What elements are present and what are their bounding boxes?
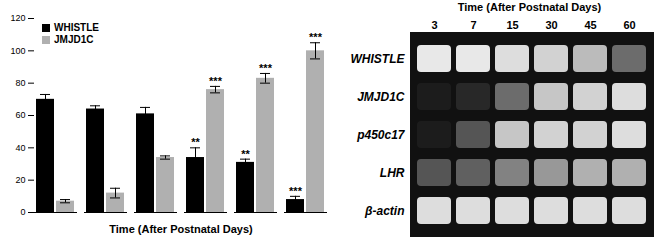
svg-text:120: 120 [10,13,25,23]
svg-text:β-actin: β-actin [364,204,404,218]
svg-text:7: 7 [470,19,476,31]
svg-text:100: 100 [10,46,25,56]
svg-text:**: ** [191,136,200,148]
svg-text:Time (After Postnatal Days): Time (After Postnatal Days) [109,223,253,235]
svg-text:30: 30 [545,19,557,31]
svg-text:***: *** [259,62,273,74]
html-text:Time (After Postnatal Days): Time (After Postnatal Days) [457,1,602,13]
html-text:JMJD1C: JMJD1C [54,34,94,45]
svg-text:20: 20 [15,175,25,185]
svg-text:3: 3 [431,19,437,31]
svg-text:**: ** [241,148,250,160]
svg-text:15: 15 [506,19,518,31]
svg-text:45: 45 [584,19,596,31]
svg-text:40: 40 [15,143,25,153]
svg-text:60: 60 [623,19,635,31]
svg-text:p450c17: p450c17 [356,128,406,142]
svg-text:WHISTLE: WHISTLE [351,52,406,66]
svg-text:60: 60 [15,110,25,120]
html-text:WHISTLE: WHISTLE [54,22,99,33]
svg-text:***: *** [309,31,323,43]
svg-text:80: 80 [15,78,25,88]
svg-text:***: *** [209,75,223,87]
svg-text:***: *** [289,185,303,197]
svg-text:LHR: LHR [380,166,405,180]
svg-text:JMJD1C: JMJD1C [357,90,405,104]
svg-text:0: 0 [20,207,25,217]
